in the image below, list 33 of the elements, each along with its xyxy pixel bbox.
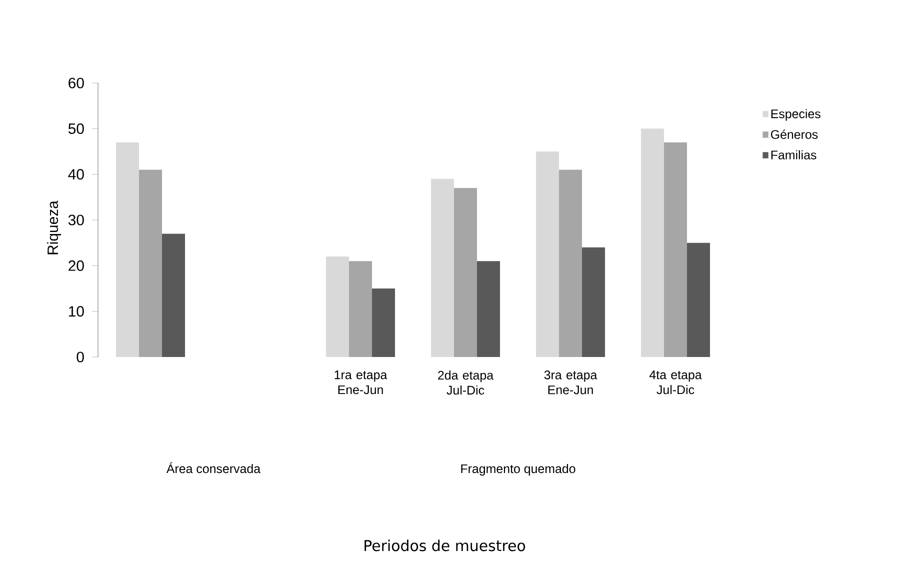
text: Fragmento quemado: [461, 464, 576, 476]
bar: [349, 261, 372, 357]
y-tick-label: 30: [68, 214, 84, 226]
bar: [582, 247, 605, 357]
bar: [372, 288, 395, 357]
y-tick-label: 40: [68, 169, 84, 180]
bar: [454, 188, 477, 357]
bar: [139, 170, 162, 357]
y-tick-label: 60: [68, 78, 84, 88]
bar: [641, 128, 664, 357]
bar: [162, 234, 185, 357]
bar: [664, 142, 687, 357]
bar: [326, 256, 349, 357]
y-tick-label: 50: [68, 123, 84, 134]
bar: [536, 152, 559, 357]
bar: [116, 142, 139, 357]
legend-label: Familias: [771, 150, 816, 160]
y-tick-label: 20: [68, 260, 84, 271]
bar: [431, 178, 454, 357]
y-axis-title: Riqueza: [47, 200, 62, 254]
x-tick-label: 1ra etapa Ene-Jun: [334, 370, 388, 394]
legend-label: Especies: [771, 109, 820, 121]
bar: [477, 261, 500, 357]
legend-label: Géneros: [770, 130, 818, 139]
x-tick-label: 2da etapa Jul-Dic: [438, 370, 494, 395]
bar: [687, 242, 710, 357]
text: Área conservada: [166, 462, 261, 474]
x-tick-label: 4ta etapa Jul-Dic: [649, 370, 702, 394]
bar: [559, 170, 582, 357]
y-tick-label: 0: [76, 352, 84, 362]
y-tick-label: 10: [68, 306, 84, 317]
x-tick-label: 3ra etapa Ene-Jun: [544, 370, 598, 394]
text: Periodos de muestreo: [364, 540, 526, 552]
